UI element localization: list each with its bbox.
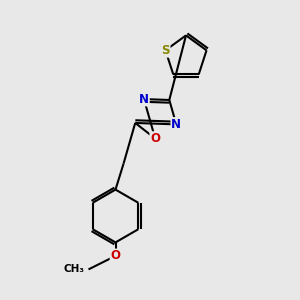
Text: O: O bbox=[110, 249, 121, 262]
Text: N: N bbox=[139, 93, 149, 106]
Text: N: N bbox=[171, 118, 181, 131]
Text: O: O bbox=[150, 132, 160, 145]
Text: CH₃: CH₃ bbox=[64, 264, 85, 274]
Text: S: S bbox=[161, 44, 170, 57]
